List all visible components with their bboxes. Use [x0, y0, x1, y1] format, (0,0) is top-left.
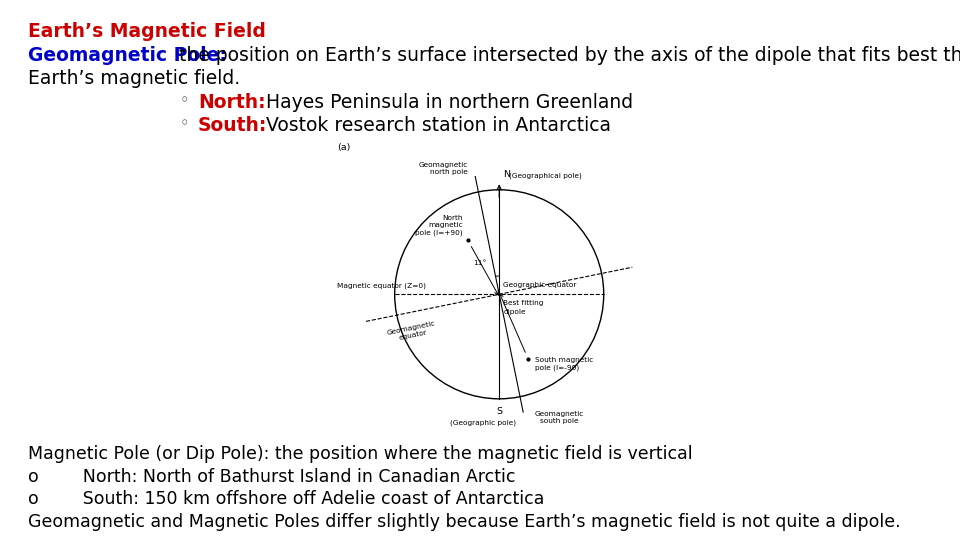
- Text: o        South: 150 km offshore off Adelie coast of Antarctica: o South: 150 km offshore off Adelie coas…: [28, 490, 544, 508]
- Text: ◦: ◦: [180, 116, 189, 131]
- Text: North
magnetic
pole (I=+90): North magnetic pole (I=+90): [415, 215, 463, 236]
- Text: (Geographical pole): (Geographical pole): [509, 173, 582, 179]
- Text: South:: South:: [198, 116, 268, 135]
- Text: (a): (a): [337, 143, 350, 152]
- Text: Earth’s Magnetic Field: Earth’s Magnetic Field: [28, 22, 266, 41]
- Text: o        North: North of Bathurst Island in Canadian Arctic: o North: North of Bathurst Island in Can…: [28, 468, 516, 486]
- Text: Geomagnetic
equator: Geomagnetic equator: [387, 320, 438, 343]
- Text: ◦: ◦: [180, 93, 189, 108]
- Text: Geomagnetic and Magnetic Poles differ slightly because Earth’s magnetic field is: Geomagnetic and Magnetic Poles differ sl…: [28, 513, 900, 531]
- Text: Magnetic equator (Z=0): Magnetic equator (Z=0): [337, 282, 426, 289]
- Text: Geomagnetic
north pole: Geomagnetic north pole: [419, 163, 468, 176]
- Text: Hayes Peninsula in northern Greenland: Hayes Peninsula in northern Greenland: [260, 93, 634, 112]
- Text: Earth’s magnetic field.: Earth’s magnetic field.: [28, 69, 240, 88]
- Text: Geomagnetic Pole:: Geomagnetic Pole:: [28, 46, 227, 65]
- Text: 11°: 11°: [473, 260, 487, 266]
- Text: Best fitting: Best fitting: [503, 300, 543, 306]
- Text: the position on Earth’s surface intersected by the axis of the dipole that fits : the position on Earth’s surface intersec…: [173, 46, 960, 65]
- Text: Vostok research station in Antarctica: Vostok research station in Antarctica: [260, 116, 611, 135]
- Text: (Geographic pole): (Geographic pole): [450, 420, 516, 426]
- Text: dipole: dipole: [503, 309, 526, 315]
- Text: N: N: [503, 170, 511, 179]
- Text: Geographic equator: Geographic equator: [503, 282, 577, 288]
- Text: S: S: [496, 407, 502, 416]
- Text: Geomagnetic
south pole: Geomagnetic south pole: [535, 411, 584, 424]
- Text: Magnetic Pole (or Dip Pole): the position where the magnetic field is vertical: Magnetic Pole (or Dip Pole): the positio…: [28, 445, 692, 463]
- Text: South magnetic
pole (I=-90): South magnetic pole (I=-90): [535, 357, 593, 370]
- Text: North:: North:: [198, 93, 266, 112]
